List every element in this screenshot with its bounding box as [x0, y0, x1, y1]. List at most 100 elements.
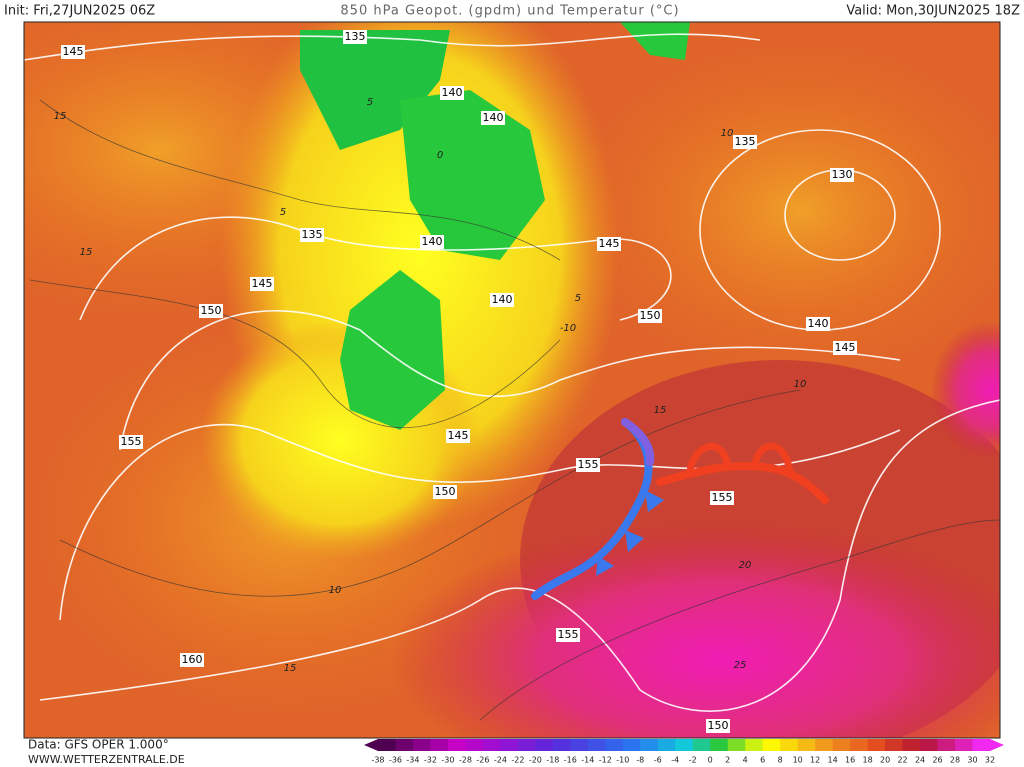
geopotential-label: 140	[492, 293, 513, 306]
temperature-label: 15	[54, 111, 67, 122]
label-box	[638, 309, 662, 323]
website: WWW.WETTERZENTRALE.DE	[28, 753, 185, 766]
cold-area	[340, 270, 445, 430]
colorbar-tick-label: -26	[476, 756, 489, 765]
geopotential-label: 140	[483, 111, 504, 124]
label-box	[199, 304, 223, 318]
colorbar-tick-label: 14	[828, 756, 838, 765]
colorbar-swatch	[465, 739, 484, 751]
colorbar-tick-label: -36	[389, 756, 402, 765]
colorbar-swatch	[780, 739, 799, 751]
colorbar-swatch	[570, 739, 589, 751]
label-box	[300, 228, 324, 242]
isotherm	[29, 279, 561, 429]
hot-field	[390, 520, 1000, 738]
colorbar-tick-label: 6	[760, 756, 765, 765]
geopotential-label: 150	[435, 485, 456, 498]
geopotential-label: 130	[832, 168, 853, 181]
colorbar-swatch	[517, 739, 536, 751]
label-box	[446, 429, 470, 443]
geopotential-label: 145	[252, 277, 273, 290]
geopotential-label: 145	[599, 237, 620, 250]
geopotential-label: 135	[735, 135, 756, 148]
colorbar-swatch	[692, 739, 711, 751]
temperature-label: 10	[329, 585, 342, 596]
geopotential-contours	[24, 33, 1000, 712]
colorbar-tick-label: 0	[708, 756, 713, 765]
label-box	[61, 45, 85, 59]
colorbar-tick-label: -22	[511, 756, 524, 765]
label-box	[556, 628, 580, 642]
geopotential-label: 135	[302, 228, 323, 241]
contour-line	[79, 216, 672, 321]
colorbar-swatch	[500, 739, 519, 751]
colorbar-swatch	[815, 739, 834, 751]
colorbar-swatch	[622, 739, 641, 751]
cold-area	[400, 90, 545, 260]
colorbar-tick-label: -32	[424, 756, 437, 765]
colorbar-swatch	[920, 739, 939, 751]
contour-line	[39, 399, 1000, 712]
colorbar-swatch	[447, 739, 466, 751]
colorbar-swatch	[762, 739, 781, 751]
colorbar-swatch	[972, 739, 991, 751]
colorbar-swatch	[657, 739, 676, 751]
colorbar-tick-label: 20	[880, 756, 890, 765]
geopotential-label: 150	[640, 309, 661, 322]
colorbar-tick-label: -34	[406, 756, 419, 765]
geopotential-label: 155	[558, 628, 579, 641]
temperature-label: 5	[575, 293, 581, 304]
temperature-label: 20	[739, 560, 752, 571]
label-box	[180, 653, 204, 667]
geopotential-label: 155	[712, 491, 733, 504]
colorbar-left-arrow	[364, 739, 378, 751]
colorbar-swatch	[395, 739, 414, 751]
colorbar-swatch	[867, 739, 886, 751]
colorbar-tick-label: -12	[599, 756, 612, 765]
colorbar-swatch	[482, 739, 501, 751]
colorbar-tick-label: -4	[671, 756, 679, 765]
cold-area	[620, 22, 690, 60]
colorbar-swatch	[727, 739, 746, 751]
label-box	[576, 458, 600, 472]
colorbar-tick-label: 26	[932, 756, 942, 765]
valid-time: Valid: Mon,30JUN2025 18Z	[846, 4, 1020, 19]
colorbar-tick-label: 22	[897, 756, 907, 765]
colorbar-tick-label: 28	[950, 756, 960, 765]
temperature-label: -10	[560, 323, 576, 334]
colorbar-swatch	[430, 739, 449, 751]
isotherm	[39, 99, 561, 261]
label-box	[433, 485, 457, 499]
colorbar-tick-label: -14	[581, 756, 594, 765]
temperature-label: 5	[367, 97, 373, 108]
geopotential-label: 150	[201, 304, 222, 317]
colorbar-tick-label: -6	[654, 756, 662, 765]
colorbar-tick-label: 30	[967, 756, 977, 765]
colorbar-swatch	[832, 739, 851, 751]
isotherm	[59, 389, 801, 597]
colorbar: -38 -36 -34 -32 -30 -28 -26 -24 -22 -20 -18 -16 -14-…	[364, 739, 1004, 765]
map-title: 850 hPa Geopot. (gpdm) und Temperatur (°…	[340, 4, 679, 19]
label-box	[490, 293, 514, 307]
temperature-label: 15	[654, 405, 667, 416]
colorbar-tick-label: 18	[863, 756, 873, 765]
colorbar-swatch	[937, 739, 956, 751]
colorbar-tick-label: -10	[616, 756, 629, 765]
colorbar-right-arrow	[990, 739, 1004, 751]
colorbar-tick-label: -20	[529, 756, 542, 765]
colorbar-tick-label: 16	[845, 756, 855, 765]
isotherms	[29, 99, 1000, 721]
label-box	[833, 341, 857, 355]
colorbar-swatch	[412, 739, 431, 751]
temperature-label: 25	[734, 660, 747, 671]
colorbar-tick-label: -24	[494, 756, 507, 765]
colorbar-tick-label: -30	[441, 756, 454, 765]
cold-front	[531, 418, 664, 600]
colorbar-swatch	[640, 739, 659, 751]
label-box	[710, 491, 734, 505]
hot-field	[930, 320, 1000, 460]
colorbar-tick-label: 2	[725, 756, 730, 765]
colorbar-swatch	[885, 739, 904, 751]
